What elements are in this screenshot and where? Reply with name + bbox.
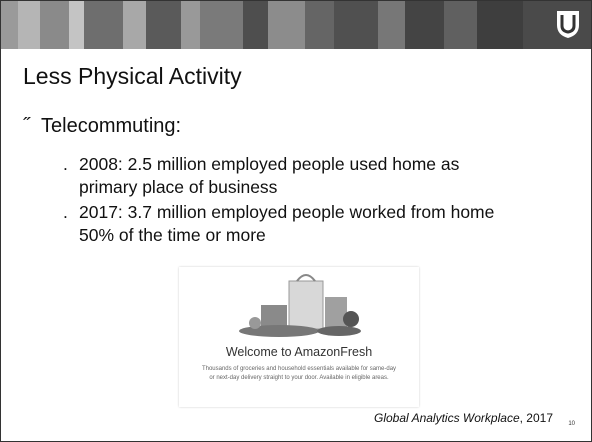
image-heading: Welcome to AmazonFresh [225, 345, 373, 359]
citation: Global Analytics Workplace, 2017 [374, 411, 553, 425]
citation-year: , 2017 [519, 411, 553, 425]
page-number: 10 [568, 421, 575, 427]
bullet-marker: . [63, 154, 68, 174]
bullet-marker: ˝ [23, 115, 30, 137]
logo [557, 11, 579, 38]
bullet: ˝ Telecommuting: [23, 115, 181, 138]
sub-bullet: . 2017: 3.7 million employed people worke… [59, 201, 509, 247]
bullet-marker: . [63, 202, 68, 222]
bullet-text: Telecommuting: [41, 115, 182, 137]
screenshot-image: Welcome to AmazonFresh Thousands of groc… [179, 267, 419, 407]
citation-source: Global Analytics Workplace [374, 411, 520, 425]
grocery-illustration [239, 274, 361, 337]
image-description: Thousands of groceries and household ess… [201, 366, 397, 381]
slide-title: Less Physical Activity [23, 63, 242, 89]
bullet-text: 2017: 3.7 million employed people worked… [79, 202, 495, 245]
sub-bullet: . 2008: 2.5 million employed people used … [59, 153, 509, 199]
header-band [1, 1, 591, 49]
bullet-text: 2008: 2.5 million employed people used h… [79, 154, 460, 197]
sub-bullets: . 2008: 2.5 million employed people used … [59, 153, 559, 249]
